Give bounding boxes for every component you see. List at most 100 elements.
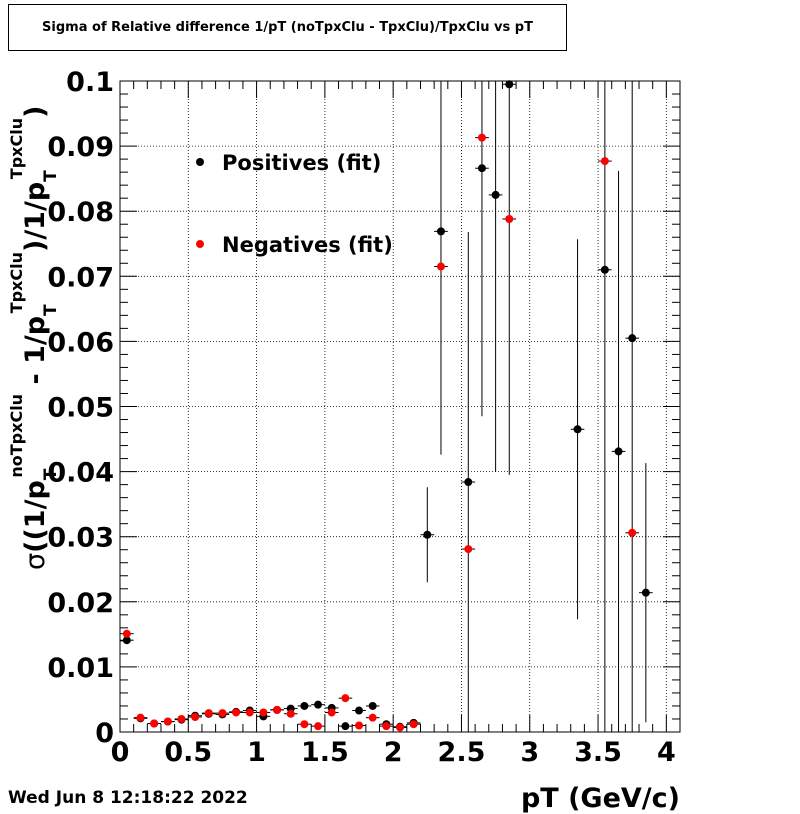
data-point-negatives [229, 708, 243, 717]
marker-negatives [232, 708, 241, 717]
x-tick-label: 1.5 [301, 737, 349, 768]
data-point-negatives [120, 629, 134, 638]
timestamp: Wed Jun 8 12:18:22 2022 [8, 788, 248, 808]
data-point-negatives [502, 215, 517, 224]
marker-positives [122, 636, 131, 645]
data-point-negatives [297, 720, 312, 729]
y-tick-label: 0.1 [66, 67, 114, 98]
y-label-sub-1: T [41, 468, 61, 480]
marker-negatives [122, 629, 131, 638]
marker-negatives [396, 723, 404, 732]
data-point-negatives [256, 708, 271, 717]
data-point-positives [365, 701, 380, 710]
data-point-negatives [598, 157, 612, 166]
legend-marker-positives [196, 158, 204, 166]
y-tick-label: 0.02 [47, 588, 114, 619]
data-point-positives [611, 170, 626, 732]
marker-positives [355, 706, 364, 715]
marker-negatives [259, 708, 268, 717]
x-tick-label: 0 [111, 737, 130, 768]
data-point-negatives [311, 722, 325, 731]
x-axis-label: pT (GeV/c) [521, 783, 680, 814]
marker-negatives [245, 708, 254, 717]
legend-label-negatives: Negatives (fit) [222, 233, 393, 257]
marker-positives [368, 701, 377, 710]
marker-positives [573, 425, 582, 434]
data-point-positives [475, 81, 489, 417]
marker-positives [628, 334, 637, 343]
data-point-negatives [201, 709, 216, 718]
marker-negatives [436, 262, 445, 271]
marker-negatives [314, 722, 323, 731]
y-label-sub-3: T [41, 170, 61, 182]
marker-negatives [150, 719, 159, 728]
axis-ticks [119, 80, 680, 733]
data-point-positives [297, 701, 312, 710]
y-tick-label: 0.06 [47, 327, 114, 358]
data-point-negatives [461, 545, 476, 554]
x-tick-label: 1 [247, 737, 266, 768]
grid-lines [120, 81, 680, 732]
data-point-negatives [475, 133, 489, 142]
y-label-sigma: σ [20, 553, 51, 570]
data-point-negatives [406, 720, 421, 729]
y-tick-label: 0.09 [47, 132, 114, 163]
legend-label-positives: Positives (fit) [222, 151, 381, 175]
y-label-sub-2: T [41, 304, 61, 316]
marker-negatives [600, 157, 609, 166]
x-tick-label: 3 [520, 737, 539, 768]
y-label-minus: - 1/p [20, 316, 51, 394]
y-label-div: )/1/p [20, 182, 51, 252]
y-label-sup-notpxclu: noTpxClu [7, 394, 26, 478]
data-point-negatives [133, 713, 148, 722]
marker-positives [300, 701, 309, 710]
marker-negatives [191, 713, 200, 722]
marker-positives [600, 265, 609, 274]
data-point-positives [338, 722, 353, 731]
svg-text:σ((1/pTnoTpxClu - 1/pTTpxClu)/: σ((1/pTnoTpxClu - 1/pTTpxClu)/1/pTTpxClu… [7, 106, 61, 570]
data-point-negatives [242, 708, 257, 717]
marker-negatives [368, 713, 377, 722]
data-point-negatives [188, 713, 202, 722]
x-tick-label: 0.5 [164, 737, 212, 768]
data-point-positives [625, 81, 640, 732]
marker-positives [341, 722, 350, 731]
y-tick-label: 0.03 [47, 523, 114, 554]
legend: Positives (fit) Negatives (fit) [196, 151, 393, 257]
marker-positives [436, 227, 445, 236]
data-point-positives [311, 700, 325, 709]
y-tick-label: 0.05 [47, 393, 114, 424]
marker-positives [641, 588, 650, 597]
marker-negatives [136, 713, 145, 722]
data-point-negatives [434, 262, 448, 271]
marker-negatives [327, 708, 336, 717]
marker-negatives [382, 722, 391, 731]
data-point-positives [461, 232, 476, 732]
data-point-positives [488, 81, 503, 472]
marker-positives [491, 190, 500, 199]
chart-title: Sigma of Relative difference 1/pT (noTpx… [8, 4, 567, 51]
marker-negatives [341, 694, 350, 703]
data-point-negatives [283, 709, 298, 718]
marker-negatives [409, 720, 418, 729]
x-tick-label: 4 [657, 737, 676, 768]
marker-negatives [177, 714, 186, 723]
y-label-sup-tpxclu-1: TpxClu [7, 252, 26, 313]
marker-positives [614, 447, 623, 456]
marker-positives [314, 700, 323, 709]
data-point-negatives [147, 719, 161, 728]
marker-positives [464, 478, 473, 487]
x-tick-label: 2 [384, 737, 403, 768]
marker-negatives [477, 133, 486, 142]
data-point-negatives [625, 528, 640, 537]
y-axis-label: σ((1/pTnoTpxClu - 1/pTTpxClu)/1/pTTpxClu… [7, 106, 61, 570]
marker-negatives [464, 545, 473, 554]
data-point-negatives [324, 708, 339, 717]
data-point-positives [570, 239, 585, 620]
marker-positives [477, 164, 486, 173]
data-point-positives [420, 487, 435, 583]
data-point-negatives [338, 694, 353, 703]
marker-negatives [628, 528, 637, 537]
axis-tick-labels: 0 0.5 1 1.5 2 2.5 3 3.5 4 0 0.01 0.02 0.03 0.04 0.05 0.… [47, 67, 675, 768]
